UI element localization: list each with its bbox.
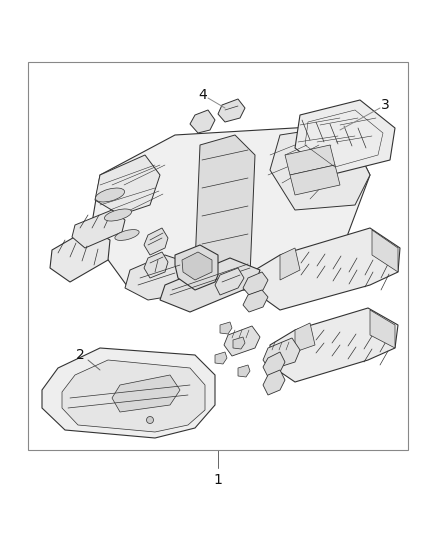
Polygon shape [220, 322, 232, 334]
Polygon shape [295, 323, 315, 352]
Polygon shape [290, 165, 340, 195]
Polygon shape [238, 365, 250, 377]
Polygon shape [372, 230, 398, 272]
Polygon shape [50, 228, 110, 282]
Polygon shape [285, 145, 335, 175]
Polygon shape [160, 258, 260, 312]
Polygon shape [370, 310, 395, 348]
Polygon shape [243, 272, 268, 295]
Text: 1: 1 [214, 473, 223, 487]
Polygon shape [263, 338, 300, 370]
Polygon shape [263, 370, 285, 395]
Polygon shape [243, 290, 268, 312]
Polygon shape [125, 255, 195, 300]
Polygon shape [280, 248, 300, 280]
Polygon shape [263, 352, 285, 377]
Text: 4: 4 [198, 88, 207, 102]
Polygon shape [62, 360, 205, 432]
Ellipse shape [95, 188, 124, 202]
Polygon shape [95, 155, 160, 215]
Text: 3: 3 [381, 98, 389, 112]
Polygon shape [215, 352, 227, 364]
Polygon shape [175, 245, 218, 290]
Polygon shape [224, 326, 260, 356]
Ellipse shape [115, 230, 139, 240]
Polygon shape [218, 99, 245, 122]
Polygon shape [270, 125, 370, 210]
Polygon shape [233, 337, 245, 349]
Polygon shape [112, 375, 180, 412]
Circle shape [146, 416, 153, 424]
Polygon shape [215, 268, 244, 295]
Polygon shape [195, 135, 255, 285]
Polygon shape [255, 228, 400, 310]
Text: 2: 2 [76, 348, 85, 362]
Ellipse shape [104, 209, 131, 221]
Polygon shape [270, 308, 398, 382]
Polygon shape [190, 110, 215, 133]
Polygon shape [144, 252, 168, 278]
Bar [28, 62, 408, 450]
Polygon shape [182, 252, 212, 280]
Polygon shape [90, 125, 370, 290]
Polygon shape [144, 228, 168, 255]
Polygon shape [295, 100, 395, 175]
Polygon shape [72, 210, 125, 248]
Polygon shape [42, 348, 215, 438]
